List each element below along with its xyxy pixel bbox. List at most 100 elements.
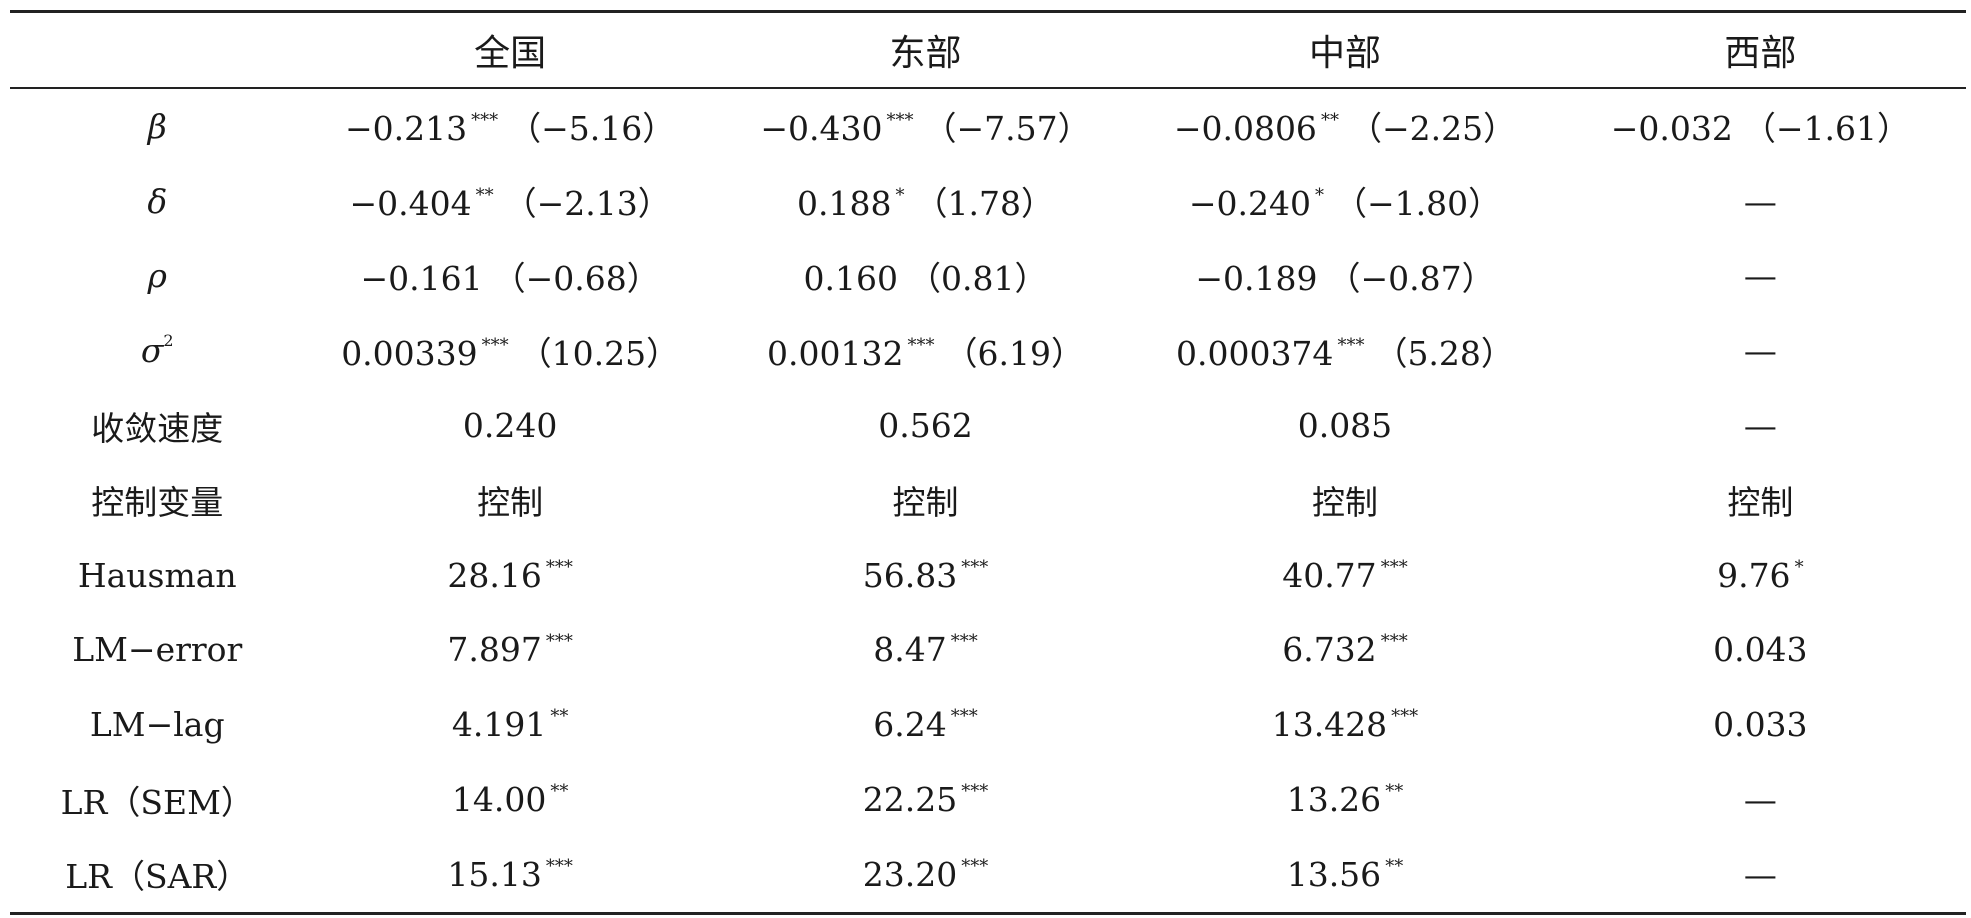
cell-west: —	[1555, 164, 1966, 239]
cell-central: −0.0806 ** （−2.25）	[1135, 88, 1554, 164]
cell-value: −0.0806	[1173, 109, 1317, 149]
cell-value: 15.13	[447, 854, 542, 894]
cell-value: 23.20	[862, 854, 958, 894]
cell-east: −0.430 *** （−7.57）	[716, 88, 1135, 164]
cell-value: −0.189	[1195, 258, 1318, 298]
cell-west: 0.033	[1555, 687, 1966, 762]
cell-national: 15.13 ***	[304, 836, 716, 915]
table-row-hausman: Hausman 28.16 *** 56.83 *** 40.77 *** 9.76 *	[10, 538, 1966, 613]
cell-central: 控制	[1135, 463, 1554, 538]
table-row-lr-sar: LR（SAR） 15.13 *** 23.20 *** 13.56 ** —	[10, 836, 1966, 915]
significance-stars: *	[1794, 556, 1804, 578]
table-row-control-variables: 控制变量 控制 控制 控制 控制	[10, 463, 1966, 538]
cell-national: 0.240	[305, 388, 716, 463]
table-row-beta: β −0.213 *** （−5.16） −0.430 *** （−7.57） −0.0806…	[10, 88, 1966, 164]
cell-value: 0.00132	[767, 333, 904, 373]
row-label-text: δ	[147, 181, 168, 221]
cell-east: 0.160 （0.81）	[716, 239, 1135, 314]
significance-stars: ***	[907, 334, 935, 356]
cell-value: 56.83	[862, 555, 958, 595]
significance-stars: ***	[961, 781, 989, 803]
cell-east: 56.83 ***	[716, 538, 1135, 613]
cell-value: —	[1743, 854, 1777, 894]
cell-value: 0.160	[803, 258, 899, 298]
significance-stars: ***	[1380, 631, 1408, 653]
cell-national: 14.00 **	[305, 762, 716, 837]
cell-value: 14.00	[451, 780, 547, 820]
significance-stars: *	[1314, 185, 1324, 207]
cell-t-statistic: （10.25）	[518, 333, 680, 373]
cell-east: 0.188 * （1.78）	[716, 164, 1135, 239]
cell-central: 6.732 ***	[1135, 613, 1554, 688]
cell-value: 13.428	[1271, 705, 1388, 745]
cell-t-statistic: （−2.13）	[503, 184, 671, 224]
cell-value: 9.76	[1717, 555, 1791, 595]
cell-value: 0.043	[1713, 630, 1808, 670]
cell-t-statistic: （6.19）	[944, 333, 1084, 373]
cell-national: 4.191 **	[305, 687, 716, 762]
cell-value: −0.213	[345, 109, 468, 149]
cell-t-statistic: （−0.87）	[1327, 258, 1495, 298]
cell-value: 40.77	[1282, 555, 1377, 595]
row-label-text: LM−lag	[89, 705, 225, 745]
cell-east: 6.24 ***	[716, 687, 1135, 762]
significance-stars: ***	[961, 855, 989, 877]
cell-national: −0.161 （−0.68）	[305, 239, 716, 314]
cell-east: 22.25 ***	[716, 762, 1135, 837]
row-label: LR（SEM）	[10, 762, 305, 837]
significance-stars: ***	[545, 556, 573, 578]
cell-value: 0.000374	[1175, 333, 1334, 373]
cell-value: −0.404	[349, 184, 472, 224]
cell-t-statistic: （−2.25）	[1348, 109, 1517, 149]
cell-t-statistic: （−7.57）	[923, 109, 1091, 149]
cell-value: 0.562	[878, 406, 973, 446]
cell-t-statistic: （−5.16）	[508, 109, 676, 149]
cell-west: —	[1555, 388, 1966, 463]
cell-national: −0.213 *** （−5.16）	[305, 88, 716, 164]
cell-value: 13.26	[1286, 780, 1382, 820]
cell-central: −0.189 （−0.87）	[1135, 239, 1554, 314]
cell-t-statistic: （−1.61）	[1742, 109, 1910, 149]
significance-stars: ***	[950, 706, 978, 728]
significance-stars: **	[1385, 855, 1404, 877]
row-label: σ2	[10, 313, 305, 388]
cell-value: −0.032	[1610, 109, 1733, 149]
table-row-rho: ρ −0.161 （−0.68） 0.160 （0.81） −0.189 （−0.87） —	[10, 239, 1966, 314]
row-label-text: σ	[140, 331, 164, 371]
cell-central: 13.428 ***	[1135, 687, 1554, 762]
table-header: 全国 东部 中部 西部	[10, 10, 1966, 89]
row-label: 收敛速度	[10, 388, 305, 463]
cell-value: 0.033	[1713, 705, 1808, 745]
header-row: 全国 东部 中部 西部	[10, 10, 1966, 89]
header-corner	[10, 10, 305, 89]
row-label: 控制变量	[10, 463, 305, 538]
row-label: δ	[10, 164, 305, 239]
significance-stars: **	[550, 781, 569, 803]
table-row-sigma-squared: σ2 0.00339 *** （10.25） 0.00132 *** （6.19） 0.000…	[10, 313, 1966, 388]
cell-central: 0.085	[1135, 388, 1554, 463]
significance-stars: ***	[886, 110, 914, 132]
cell-value: −0.240	[1188, 184, 1311, 224]
significance-stars: ***	[961, 556, 989, 578]
cell-central: 0.000374 *** （5.28）	[1135, 313, 1554, 388]
table-row-lm-lag: LM−lag 4.191 ** 6.24 *** 13.428 *** 0.033	[10, 687, 1966, 762]
row-label-text: 收敛速度	[91, 408, 224, 448]
regression-results-table: 全国 东部 中部 西部 β −0.213 *** （−5.16） −0.430 *** （−…	[10, 10, 1966, 915]
row-label: LM−error	[10, 613, 305, 688]
cell-west: 0.043	[1555, 613, 1966, 688]
row-label-text: LR（SAR）	[65, 857, 250, 897]
cell-west: 9.76 *	[1555, 538, 1966, 613]
cell-west: —	[1555, 239, 1966, 314]
cell-t-statistic: （1.78）	[914, 184, 1054, 224]
table-row-delta: δ −0.404 ** （−2.13） 0.188 * （1.78） −0.240 * （−1.8…	[10, 164, 1966, 239]
cell-value: 控制	[1311, 483, 1378, 523]
cell-west: −0.032 （−1.61）	[1555, 88, 1966, 164]
row-label: LR（SAR）	[10, 836, 305, 915]
cell-value: 控制	[477, 483, 544, 523]
cell-value: 8.47	[873, 630, 947, 670]
cell-t-statistic: （5.28）	[1374, 333, 1514, 373]
significance-stars: ***	[1391, 706, 1419, 728]
significance-stars: ***	[471, 110, 499, 132]
cell-value: 6.732	[1282, 630, 1377, 670]
cell-value: 7.897	[447, 630, 542, 670]
